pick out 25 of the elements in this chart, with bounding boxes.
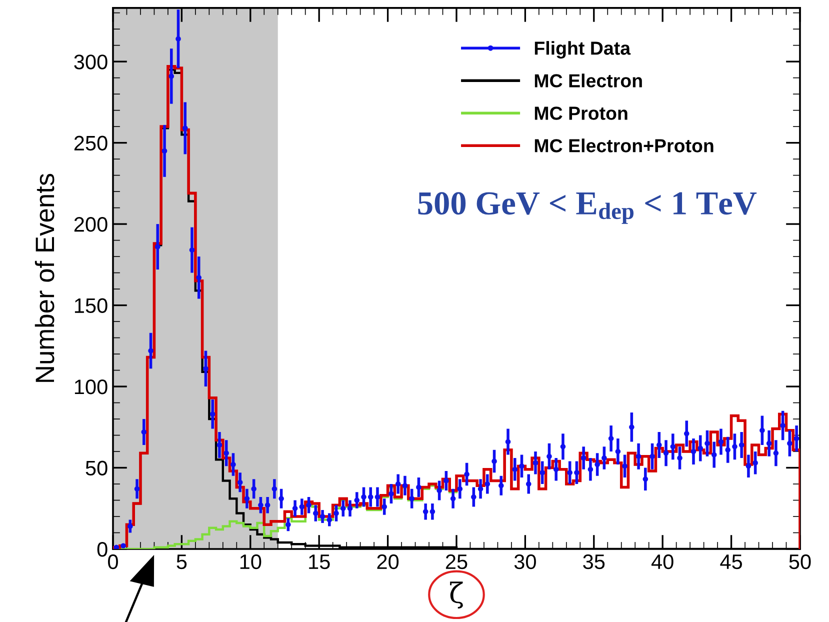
annotation: 500 GeV < E$_{dep}$ < 1 TeV [418,192,757,224]
legend-label: MC Electron [534,74,642,88]
x-tick-label: 25 [446,554,468,570]
y-tick-label: 300 [74,54,108,70]
x-tick-label: 40 [651,554,674,570]
y-tick-label: 50 [86,460,108,476]
y-tick-label: 0 [97,542,108,557]
y-tick-label: 250 [74,136,108,151]
x-tick-label: 45 [720,554,742,570]
x-tick-label: 0 [108,554,118,570]
x-tick-label: 35 [583,554,605,570]
x-tick-label: 20 [377,554,399,570]
y-tick-label: 150 [74,298,108,314]
y-tick-label: 100 [74,380,108,394]
x-axis-title: ζ [450,582,463,608]
x-tick-label: 5 [176,554,187,570]
legend-label: Flight Data [534,41,631,59]
y-tick-label: 200 [74,217,108,232]
legend-label: MC Proton [534,106,628,120]
x-tick-label: 50 [789,554,811,570]
x-tick-label: 10 [240,554,262,570]
legend-label: MC Electron+Proton [534,138,714,152]
x-tick-label: 30 [514,554,536,570]
x-tick-label: 15 [309,554,330,570]
y-axis-title: Number of Events [34,174,54,382]
